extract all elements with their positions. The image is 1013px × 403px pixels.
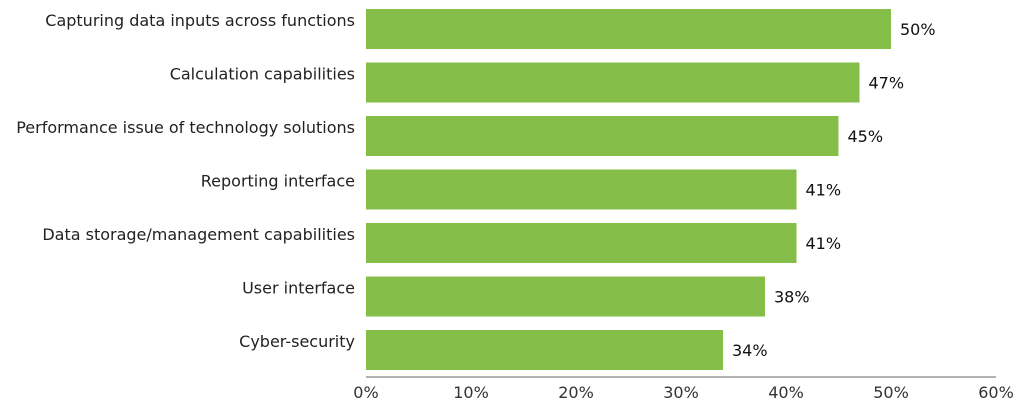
category-label: User interface bbox=[242, 279, 355, 298]
category-label: Capturing data inputs across functions bbox=[45, 11, 355, 30]
value-label: 47% bbox=[869, 74, 905, 93]
bar bbox=[366, 169, 797, 210]
value-label: 45% bbox=[848, 127, 884, 146]
value-label: 34% bbox=[732, 341, 768, 360]
bars-group: Capturing data inputs across functions 50… bbox=[16, 9, 936, 370]
value-label: 41% bbox=[806, 181, 842, 200]
x-tick-label: 20% bbox=[558, 383, 594, 402]
x-tick-label: 50% bbox=[873, 383, 909, 402]
x-tick-label: 10% bbox=[453, 383, 489, 402]
category-label: Data storage/management capabilities bbox=[42, 225, 355, 244]
value-label: 41% bbox=[806, 234, 842, 253]
category-label: Performance issue of technology solution… bbox=[16, 118, 355, 137]
bar bbox=[366, 223, 797, 263]
category-label: Cyber-security bbox=[239, 332, 355, 351]
value-label: 38% bbox=[774, 288, 810, 307]
bar bbox=[366, 330, 723, 370]
bar bbox=[366, 62, 860, 103]
bar bbox=[366, 276, 765, 317]
x-tick-label: 40% bbox=[768, 383, 804, 402]
category-label: Calculation capabilities bbox=[170, 65, 355, 84]
category-label: Reporting interface bbox=[201, 172, 355, 191]
x-tick-label: 30% bbox=[663, 383, 699, 402]
bar bbox=[366, 9, 891, 49]
x-tick-label: 0% bbox=[353, 383, 378, 402]
bar bbox=[366, 116, 839, 156]
x-ticks-group: 0% 10% 20% 30% 40% 50% 60% bbox=[353, 383, 1013, 402]
x-tick-label: 60% bbox=[978, 383, 1013, 402]
value-label: 50% bbox=[900, 20, 936, 39]
